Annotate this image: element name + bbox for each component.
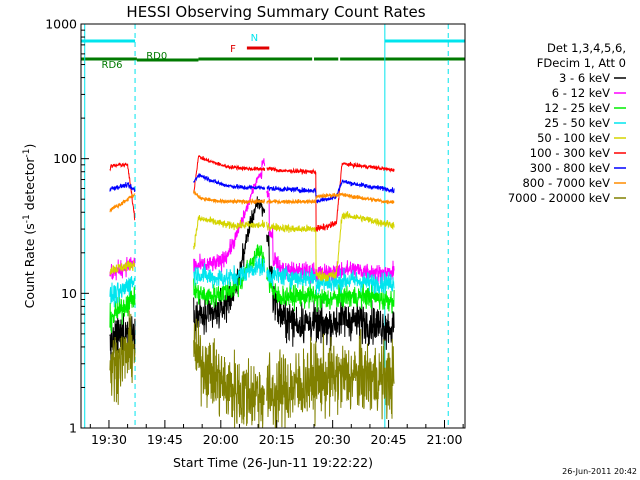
y-axis-label-suffix: ) [22, 144, 37, 149]
x-tick-label: 19:30 [91, 432, 127, 447]
interval-label-n: N [251, 33, 258, 44]
x-tick-label: 20:15 [259, 432, 295, 447]
legend-label-800-7000-kev: 800 - 7000 keV [522, 176, 610, 190]
y-tick-label: 1 [69, 421, 77, 436]
legend-title-line: FDecim 1, Att 0 [537, 56, 626, 70]
legend-label-7000-20000-kev: 7000 - 20000 keV [508, 191, 610, 205]
legend-label-12-25-kev: 12 - 25 keV [544, 101, 610, 115]
legend-label-300-800-kev: 300 - 800 keV [530, 161, 610, 175]
legend-label-3-6-kev: 3 - 6 keV [559, 71, 610, 85]
x-tick-label: 19:45 [147, 432, 183, 447]
y-axis-label-exp-1: -1 [22, 214, 32, 223]
y-axis: 1 10 100 1000 [45, 17, 89, 436]
chart-title: HESSI Observing Summary Count Rates [126, 3, 425, 21]
legend: Det 1,3,4,5,6,FDecim 1, Att 03 - 6 keV6 … [508, 41, 626, 205]
cyan-marker-lines [84, 24, 449, 428]
series-50-100-kev [109, 211, 395, 282]
series-25-50-kev [109, 256, 395, 308]
x-tick-label: 20:45 [371, 432, 407, 447]
legend-label-6-12-kev: 6 - 12 keV [552, 86, 610, 100]
y-axis-label-prefix: Count Rate (s [22, 223, 37, 308]
legend-label-25-50-kev: 25 - 50 keV [544, 116, 610, 130]
y-axis-label: Count Rate (s-1 detector-1) [22, 144, 37, 309]
legend-title-line: Det 1,3,4,5,6, [547, 41, 626, 55]
observing-intervals: N RD0 RD6 F [81, 33, 465, 71]
y-tick-label: 1000 [45, 17, 77, 32]
series-800-7000-kev [109, 190, 395, 213]
y-axis-label-mid: detector [22, 157, 37, 215]
series-7000-20000-kev [109, 310, 395, 429]
legend-label-100-300-kev: 100 - 300 keV [530, 146, 610, 160]
x-axis: 19:30 19:45 20:00 20:15 20:30 20:45 21:00 [89, 420, 464, 447]
x-tick-label: 20:00 [203, 432, 239, 447]
series-3-6-kev [109, 196, 395, 366]
series-group [109, 155, 395, 429]
interval-label-f: F [230, 44, 236, 55]
x-tick-label: 20:30 [315, 432, 351, 447]
interval-label-rd0: RD0 [146, 51, 167, 62]
x-tick-label: 21:00 [426, 432, 462, 447]
y-axis-label-exp-2: -1 [22, 149, 32, 158]
legend-label-50-100-kev: 50 - 100 keV [537, 131, 610, 145]
y-tick-label: 100 [53, 151, 77, 166]
x-axis-label: Start Time (26-Jun-11 19:22:22) [173, 455, 373, 470]
interval-label-rd6: RD6 [102, 60, 123, 71]
y-tick-label: 10 [61, 286, 77, 301]
timestamp: 26-Jun-2011 20:42 [562, 467, 637, 476]
plot-frame [80, 23, 466, 429]
series-300-800-kev [109, 172, 395, 204]
